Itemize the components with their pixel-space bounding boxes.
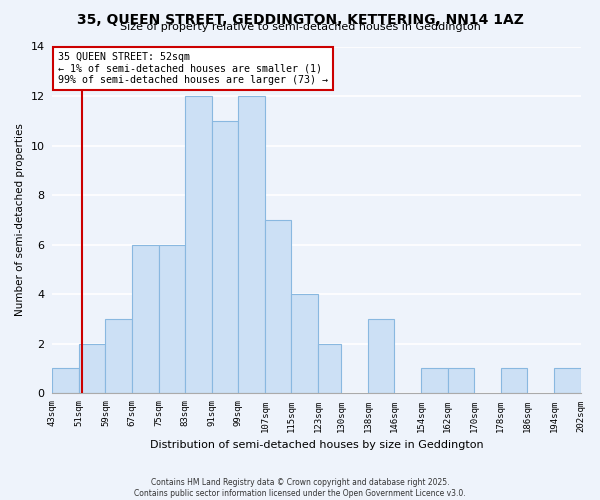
Bar xyxy=(421,368,448,393)
Bar xyxy=(106,319,132,393)
Bar xyxy=(501,368,527,393)
Bar xyxy=(79,344,106,393)
Text: 35 QUEEN STREET: 52sqm
← 1% of semi-detached houses are smaller (1)
99% of semi-: 35 QUEEN STREET: 52sqm ← 1% of semi-deta… xyxy=(58,52,328,85)
Text: Size of property relative to semi-detached houses in Geddington: Size of property relative to semi-detach… xyxy=(119,22,481,32)
Text: Contains HM Land Registry data © Crown copyright and database right 2025.
Contai: Contains HM Land Registry data © Crown c… xyxy=(134,478,466,498)
Bar xyxy=(448,368,474,393)
Bar xyxy=(292,294,318,393)
Bar xyxy=(318,344,341,393)
Bar xyxy=(52,368,79,393)
Bar xyxy=(185,96,212,393)
Y-axis label: Number of semi-detached properties: Number of semi-detached properties xyxy=(15,124,25,316)
Bar xyxy=(212,121,238,393)
Bar xyxy=(265,220,292,393)
Bar xyxy=(132,244,158,393)
X-axis label: Distribution of semi-detached houses by size in Geddington: Distribution of semi-detached houses by … xyxy=(149,440,483,450)
Bar xyxy=(238,96,265,393)
Bar xyxy=(368,319,394,393)
Bar xyxy=(158,244,185,393)
Text: 35, QUEEN STREET, GEDDINGTON, KETTERING, NN14 1AZ: 35, QUEEN STREET, GEDDINGTON, KETTERING,… xyxy=(77,12,523,26)
Bar xyxy=(554,368,581,393)
